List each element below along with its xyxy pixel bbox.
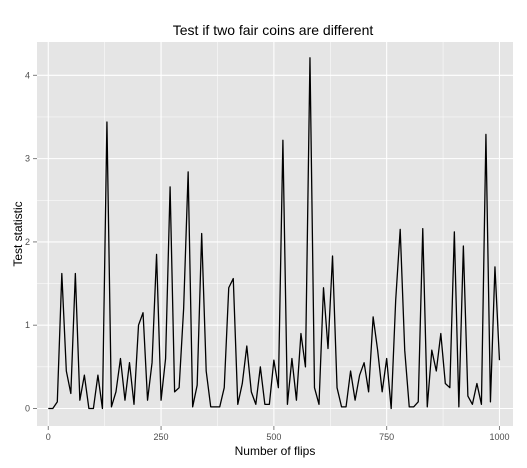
y-tick-label: 0 [25, 404, 30, 414]
x-axis: 0 250 500 750 1000 [46, 426, 509, 442]
x-tick-label: 750 [379, 432, 394, 442]
y-tick-label: 3 [25, 154, 30, 164]
x-tick-label: 250 [154, 432, 169, 442]
x-tick-label: 0 [46, 432, 51, 442]
y-axis: 0 1 2 3 4 [25, 70, 37, 414]
y-tick-label: 1 [25, 320, 30, 330]
x-tick-label: 500 [266, 432, 281, 442]
y-axis-title: Test statistic [11, 201, 25, 266]
plot-panel [37, 42, 513, 426]
x-axis-title: Number of flips [235, 444, 316, 458]
grid [37, 42, 513, 426]
x-tick-label: 1000 [489, 432, 509, 442]
chart-title: Test if two fair coins are different [173, 22, 374, 38]
series-line [48, 57, 501, 410]
y-tick-label: 4 [25, 70, 30, 80]
y-tick-label: 2 [25, 237, 30, 247]
